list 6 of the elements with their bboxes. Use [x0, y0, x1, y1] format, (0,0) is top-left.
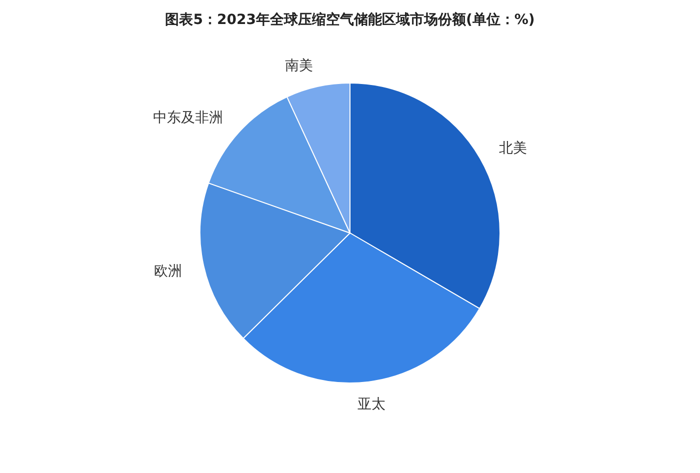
slice-label: 亚太 [358, 396, 386, 413]
slice-label: 中东及非洲 [152, 110, 223, 126]
slice-label: 北美 [499, 140, 528, 156]
slice-label: 欧洲 [154, 264, 182, 280]
slice-label: 南美 [285, 58, 314, 74]
chart-title: 图表5：2023年全球压缩空气储能区域市场份额(单位：%) [165, 11, 535, 28]
